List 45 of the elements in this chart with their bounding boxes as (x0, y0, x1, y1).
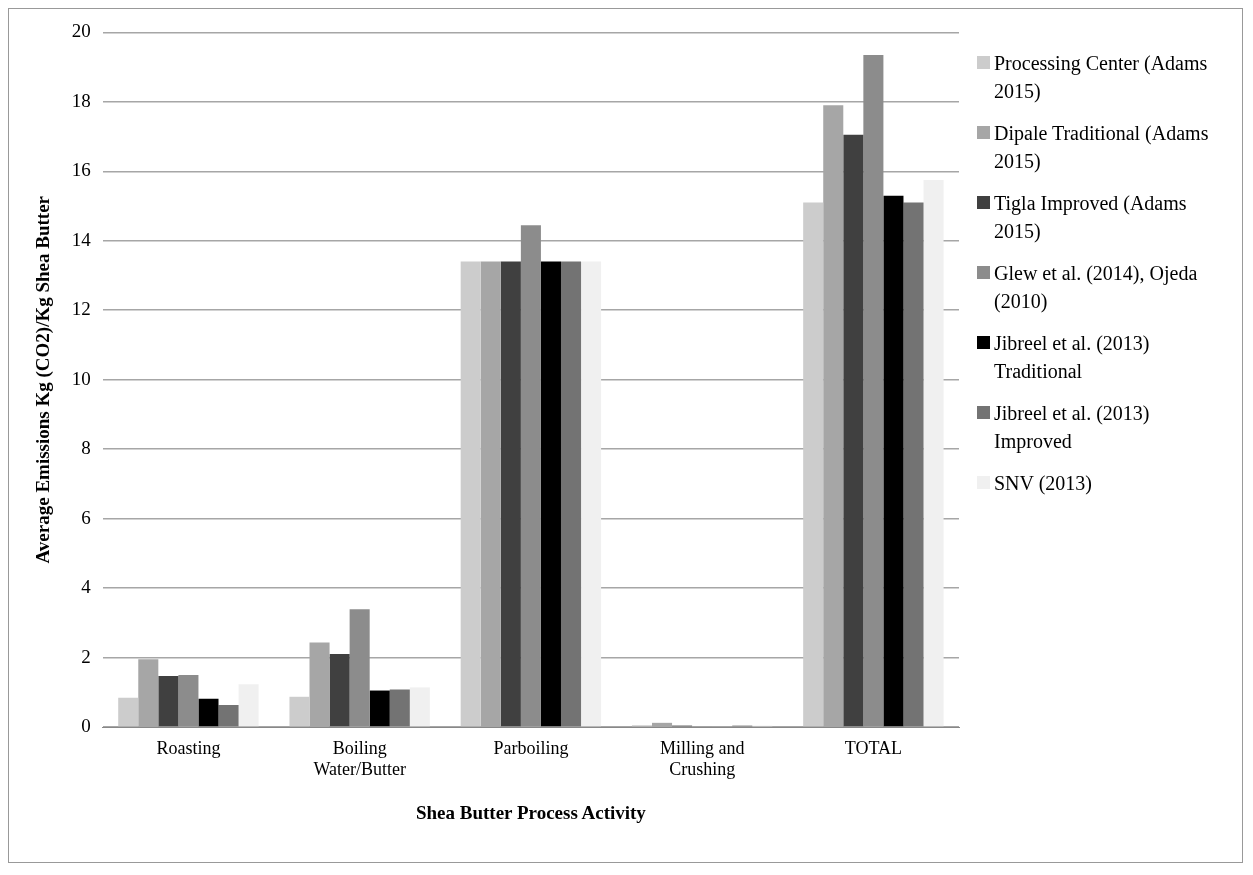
y-tick-label: 8 (81, 437, 91, 459)
bar (329, 654, 350, 727)
legend-label: Glew et al. (2014), Ojeda (2010) (994, 261, 1199, 315)
bar (198, 698, 219, 727)
bar (238, 684, 259, 727)
y-tick-label: 16 (71, 159, 91, 181)
legend-label: Tigla Improved (Adams 2015) (994, 191, 1188, 244)
legend-label: Processing Center (Adams 2015) (994, 51, 1209, 104)
x-tick-label: Parboiling (493, 737, 569, 758)
bar (389, 689, 410, 727)
legend-label: Dipale Traditional (Adams 2015) (994, 121, 1210, 174)
x-tick-label: Boiling Water/Butter (313, 737, 406, 780)
bar (369, 690, 390, 727)
legend-label: Jibreel et al. (2013) Traditional (994, 331, 1151, 384)
bar (540, 261, 561, 727)
bar (560, 261, 582, 727)
x-tick-label: TOTAL (844, 737, 902, 758)
x-tick-label: Milling and Crushing (659, 737, 745, 780)
y-tick-label: 2 (81, 645, 91, 667)
bar (883, 195, 904, 727)
y-tick-label: 12 (71, 298, 91, 320)
x-axis-title: Shea Butter Process Activity (415, 801, 647, 823)
y-axis-title: Average Emissions Kg (CO2)/Kg Shea Butter (32, 195, 55, 564)
bar (500, 261, 521, 727)
bar (843, 134, 864, 727)
bar (803, 202, 824, 727)
y-tick-label: 18 (71, 89, 91, 111)
legend-label: Jibreel et al. (2013) Improved (994, 401, 1151, 455)
bar (581, 261, 602, 727)
bar (903, 202, 924, 727)
y-tick-label: 6 (81, 506, 91, 528)
bar (118, 697, 139, 727)
bar (409, 687, 430, 727)
y-tick-label: 4 (81, 576, 92, 598)
bar (218, 705, 239, 727)
bar (158, 675, 179, 727)
bar (460, 261, 481, 727)
bar (289, 696, 310, 727)
bar (923, 180, 944, 727)
x-tick-label: Roasting (156, 737, 221, 758)
y-tick-label: 10 (71, 367, 91, 389)
legend-label: SNV (2013) (994, 471, 1092, 497)
y-tick-label: 0 (81, 714, 91, 736)
y-tick-label: 14 (71, 228, 92, 250)
y-tick-label: 20 (71, 20, 91, 42)
